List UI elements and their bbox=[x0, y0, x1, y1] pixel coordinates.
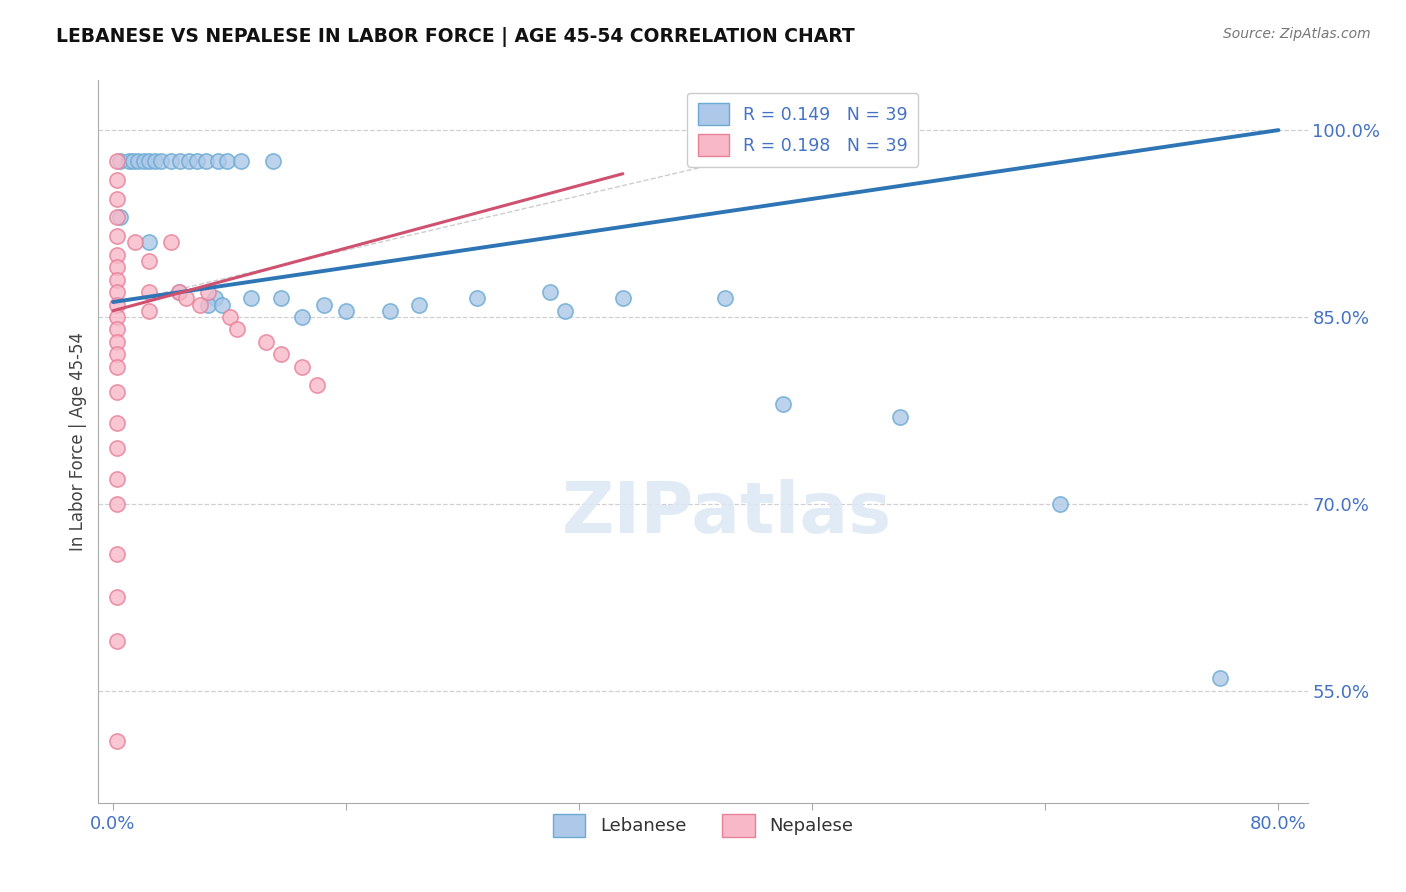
Text: Source: ZipAtlas.com: Source: ZipAtlas.com bbox=[1223, 27, 1371, 41]
Point bbox=[169, 154, 191, 169]
Text: LEBANESE VS NEPALESE IN LABOR FORCE | AGE 45-54 CORRELATION CHART: LEBANESE VS NEPALESE IN LABOR FORCE | AG… bbox=[56, 27, 855, 46]
Point bbox=[167, 285, 190, 299]
Point bbox=[105, 297, 128, 311]
Point bbox=[105, 248, 128, 262]
Point bbox=[231, 154, 253, 169]
Point bbox=[110, 211, 132, 225]
Point bbox=[105, 310, 128, 324]
Point bbox=[195, 154, 218, 169]
Point bbox=[105, 173, 128, 187]
Point bbox=[538, 285, 561, 299]
Point bbox=[167, 285, 190, 299]
Point bbox=[177, 154, 200, 169]
Point bbox=[124, 235, 146, 250]
Point bbox=[105, 384, 128, 399]
Point bbox=[314, 297, 336, 311]
Point bbox=[138, 154, 160, 169]
Point bbox=[889, 409, 911, 424]
Point bbox=[105, 322, 128, 336]
Point bbox=[378, 303, 401, 318]
Point bbox=[211, 297, 233, 311]
Point bbox=[1049, 497, 1071, 511]
Point bbox=[215, 154, 238, 169]
Point bbox=[110, 154, 132, 169]
Point bbox=[105, 192, 128, 206]
Point bbox=[335, 303, 357, 318]
Point bbox=[138, 254, 160, 268]
Point bbox=[138, 285, 160, 299]
Y-axis label: In Labor Force | Age 45-54: In Labor Force | Age 45-54 bbox=[69, 332, 87, 551]
Point bbox=[262, 154, 284, 169]
Point bbox=[105, 733, 128, 747]
Point bbox=[174, 291, 197, 305]
Point bbox=[105, 334, 128, 349]
Point bbox=[105, 547, 128, 561]
Point bbox=[190, 297, 212, 311]
Point bbox=[160, 154, 183, 169]
Point bbox=[105, 285, 128, 299]
Point bbox=[554, 303, 576, 318]
Point bbox=[197, 285, 219, 299]
Point bbox=[772, 397, 794, 411]
Point bbox=[118, 154, 141, 169]
Point bbox=[291, 310, 314, 324]
Point bbox=[105, 272, 128, 286]
Point bbox=[105, 154, 128, 169]
Point bbox=[160, 235, 183, 250]
Point bbox=[612, 291, 634, 305]
Point bbox=[105, 359, 128, 374]
Point bbox=[127, 154, 149, 169]
Point bbox=[254, 334, 277, 349]
Point bbox=[122, 154, 145, 169]
Point bbox=[105, 260, 128, 274]
Point bbox=[240, 291, 263, 305]
Point bbox=[105, 229, 128, 244]
Point bbox=[138, 303, 160, 318]
Point bbox=[408, 297, 430, 311]
Point bbox=[197, 297, 219, 311]
Point bbox=[105, 497, 128, 511]
Point bbox=[186, 154, 208, 169]
Point bbox=[105, 347, 128, 361]
Point bbox=[270, 291, 292, 305]
Point bbox=[225, 322, 247, 336]
Point bbox=[291, 359, 314, 374]
Point bbox=[143, 154, 166, 169]
Point bbox=[105, 441, 128, 455]
Point bbox=[305, 378, 328, 392]
Point bbox=[105, 472, 128, 486]
Text: ZIPatlas: ZIPatlas bbox=[562, 479, 893, 549]
Point bbox=[207, 154, 229, 169]
Point bbox=[1209, 671, 1232, 685]
Point bbox=[150, 154, 173, 169]
Point bbox=[465, 291, 488, 305]
Point bbox=[105, 211, 128, 225]
Legend: Lebanese, Nepalese: Lebanese, Nepalese bbox=[546, 806, 860, 845]
Point bbox=[138, 235, 160, 250]
Point bbox=[105, 416, 128, 430]
Point bbox=[204, 291, 226, 305]
Point bbox=[105, 591, 128, 605]
Point bbox=[132, 154, 155, 169]
Point bbox=[218, 310, 240, 324]
Point bbox=[270, 347, 292, 361]
Point bbox=[714, 291, 737, 305]
Point bbox=[105, 633, 128, 648]
